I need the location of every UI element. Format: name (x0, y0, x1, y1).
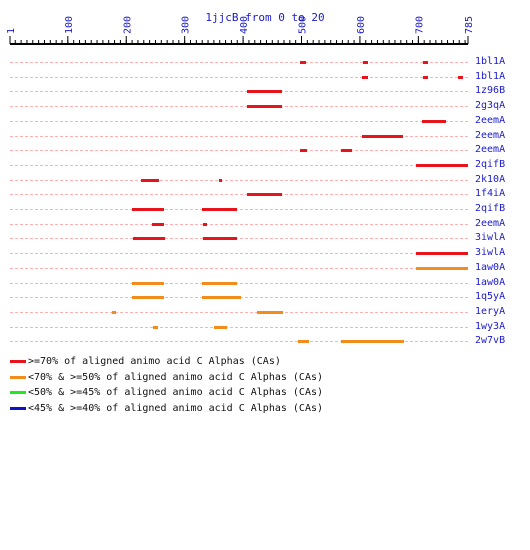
row-label-link[interactable]: 1q5yA (475, 291, 506, 303)
ruler-tick-label: 700 (414, 16, 425, 34)
row-label-link[interactable]: 1z96B (475, 85, 506, 97)
alignment-segment[interactable] (423, 61, 428, 64)
alignment-segment[interactable] (416, 266, 468, 270)
alignment-segment[interactable] (458, 75, 464, 79)
ruler-tick-label: 785 (464, 16, 475, 34)
row-guide-line (10, 282, 468, 284)
row-guide-line (10, 91, 468, 93)
alignment-segment[interactable] (246, 105, 282, 109)
alignment-segment[interactable] (341, 340, 405, 344)
row-guide-line (10, 267, 468, 269)
ruler-tick-label: 600 (356, 16, 367, 34)
row-guide-line (10, 135, 468, 137)
row-guide-line (10, 120, 468, 122)
ruler-tick-label: 200 (122, 16, 133, 34)
row-guide-line (10, 194, 468, 196)
row-guide-line (10, 209, 468, 210)
row-label-link[interactable]: 1f4iA (475, 188, 506, 200)
row-label-link[interactable]: 2g3qA (475, 100, 506, 112)
row-label-link[interactable]: 2eemA (475, 129, 506, 141)
row-guide-line (10, 76, 468, 78)
alignment-segment[interactable] (362, 75, 368, 79)
row-guide-line (10, 179, 468, 181)
alignment-segment[interactable] (341, 149, 353, 153)
alignment-segment[interactable] (202, 296, 241, 300)
alignment-segment[interactable] (132, 237, 165, 241)
row-guide-line (10, 223, 468, 225)
alignment-segment[interactable] (421, 119, 447, 123)
alignment-segment[interactable] (246, 193, 282, 197)
alignment-segment[interactable] (151, 222, 164, 226)
alignment-segment[interactable] (257, 310, 283, 314)
row-label-link[interactable]: 2eemA (475, 114, 506, 126)
row-guide-line (10, 253, 468, 255)
row-label-link[interactable]: 2w7vB (475, 335, 506, 347)
ruler-tick-label: 400 (239, 16, 250, 34)
legend-text: <70% & >=50% of aligned animo acid C Alp… (28, 371, 324, 383)
alignment-segment[interactable] (363, 61, 368, 64)
alignment-segment[interactable] (362, 134, 403, 138)
row-guide-line (10, 326, 468, 328)
legend-swatch (10, 391, 26, 394)
row-guide-line (10, 62, 468, 63)
alignment-segment[interactable] (132, 296, 165, 300)
row-label-link[interactable]: 2eemA (475, 144, 506, 156)
row-label-link[interactable]: 3iwlA (475, 232, 506, 244)
ruler-tick-label: 300 (181, 16, 192, 34)
position-ruler: 1 100 200 300 400 500 600 700 785 (6, 16, 475, 45)
row-label-link[interactable]: 2qifB (475, 203, 506, 214)
alignment-segment[interactable] (202, 222, 207, 226)
page-title: 1jjcB from 0 to 20 (205, 11, 325, 24)
alignment-segment[interactable] (202, 208, 238, 211)
row-label-link[interactable]: 3iwlA (475, 247, 506, 259)
alignment-segment[interactable] (202, 281, 238, 285)
row-guide-line (10, 164, 468, 166)
row-label-link[interactable]: 2eemA (475, 217, 506, 229)
alignment-segment[interactable] (214, 325, 227, 329)
row-label-link[interactable]: 1aw0A (475, 276, 506, 288)
row-guide-line (10, 311, 468, 313)
row-guide-line (10, 238, 468, 240)
alignment-segment[interactable] (423, 75, 428, 79)
alignment-segment[interactable] (298, 340, 309, 344)
alignment-segment[interactable] (219, 178, 223, 182)
row-label-link[interactable]: 2qifB (475, 158, 506, 170)
alignment-segment[interactable] (300, 61, 306, 64)
alignment-segment[interactable] (416, 163, 468, 167)
alignment-segment[interactable] (202, 237, 238, 241)
legend-text: <45% & >=40% of aligned animo acid C Alp… (28, 402, 324, 414)
row-label-link[interactable]: 1aw0A (475, 261, 506, 273)
legend-swatch (10, 360, 26, 363)
legend-swatch (10, 375, 26, 379)
ruler-tick-label: 1 (6, 28, 17, 34)
legend-text: >=70% of aligned animo acid C Alphas (CA… (28, 356, 281, 367)
alignment-segment[interactable] (416, 252, 468, 256)
row-label-link[interactable]: 1wy3A (475, 320, 506, 332)
ruler-tick-label: 100 (64, 16, 75, 34)
row-label-link[interactable]: 1bl1A (475, 70, 506, 82)
row-label-link[interactable]: 1eryA (475, 305, 506, 317)
alignment-segment[interactable] (246, 90, 282, 94)
alignment-segment[interactable] (299, 149, 307, 153)
legend-swatch (10, 406, 26, 410)
alignment-segment[interactable] (141, 178, 159, 182)
row-guide-line (10, 106, 468, 108)
ruler-tick-label: 500 (298, 16, 309, 34)
alignment-segment[interactable] (112, 310, 116, 314)
row-label-link[interactable]: 2k10A (475, 173, 506, 185)
alignment-segment[interactable] (152, 325, 159, 329)
row-label-link[interactable]: 1bl1A (475, 56, 506, 67)
row-guide-line (10, 341, 468, 343)
alignment-segment[interactable] (132, 208, 165, 211)
row-guide-line (10, 150, 468, 152)
legend-text: <50% & >=45% of aligned animo acid C Alp… (28, 387, 324, 398)
alignment-segment[interactable] (132, 281, 165, 285)
